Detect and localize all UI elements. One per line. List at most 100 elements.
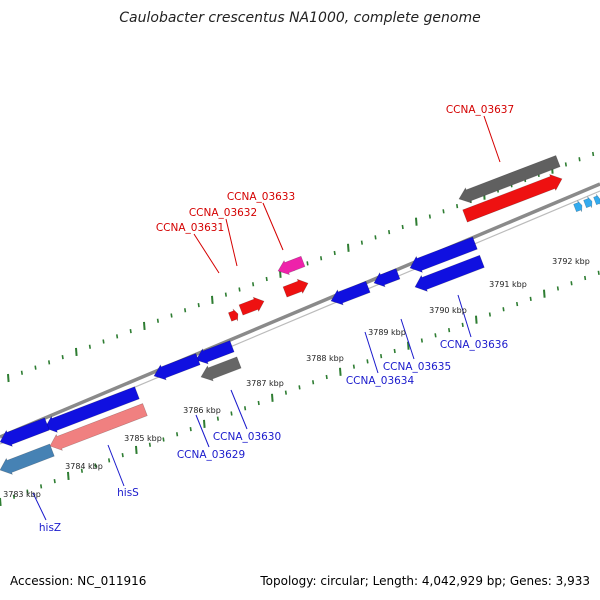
minor-tick bbox=[320, 256, 323, 261]
label-hisz-leader bbox=[32, 492, 47, 521]
scale-label: 3791 kbp bbox=[489, 280, 527, 289]
minor-tick bbox=[189, 426, 192, 432]
major-tick bbox=[407, 341, 410, 350]
gene-ccna-03630-upper bbox=[195, 340, 235, 365]
minor-tick bbox=[12, 494, 15, 499]
gene-ccna-03636 bbox=[414, 254, 485, 292]
label-ccna-03635: CCNA_03635 bbox=[383, 361, 451, 373]
minor-tick bbox=[184, 308, 187, 313]
major-tick bbox=[135, 445, 138, 454]
major-tick bbox=[339, 367, 342, 376]
minor-tick bbox=[170, 313, 173, 318]
minor-tick bbox=[88, 344, 91, 349]
minor-tick bbox=[53, 479, 56, 484]
major-tick bbox=[415, 217, 418, 226]
minor-tick bbox=[393, 348, 396, 354]
scale-label: 3789 kbp bbox=[368, 328, 406, 337]
label-ccna-03637: CCNA_03637 bbox=[446, 104, 514, 116]
minor-tick bbox=[26, 489, 29, 494]
minor-tick bbox=[401, 224, 404, 230]
label-leader-lines bbox=[32, 115, 501, 521]
major-tick bbox=[75, 347, 78, 357]
minor-tick bbox=[502, 307, 505, 312]
minor-tick bbox=[156, 318, 159, 323]
minor-tick bbox=[20, 370, 23, 375]
gene-ccna-03632 bbox=[282, 278, 309, 298]
label-ccna-03635-leader bbox=[400, 318, 415, 360]
minor-tick bbox=[61, 355, 64, 360]
minor-tick bbox=[252, 282, 255, 287]
minor-tick bbox=[428, 214, 431, 219]
minor-tick bbox=[597, 270, 600, 275]
minor-tick bbox=[197, 302, 200, 308]
minor-tick bbox=[584, 275, 587, 281]
major-tick bbox=[347, 243, 350, 252]
gene-gray-block-top bbox=[458, 155, 561, 204]
scale-label: 3785 kbp bbox=[124, 434, 162, 443]
major-tick bbox=[211, 295, 214, 304]
minor-tick bbox=[34, 365, 37, 370]
minor-tick bbox=[388, 230, 391, 235]
label-ccna-03634-leader bbox=[364, 331, 379, 374]
gene-cyan-a bbox=[573, 200, 583, 213]
scale-label: 3792 kbp bbox=[552, 257, 590, 266]
scale-labels: 3783 kbp 3784 kbp 3785 kbp 3786 kbp 3787 kbp… bbox=[3, 257, 590, 499]
major-tick bbox=[203, 419, 206, 428]
label-ccna-03636: CCNA_03636 bbox=[440, 339, 509, 351]
minor-tick bbox=[380, 354, 383, 359]
minor-tick bbox=[102, 339, 105, 344]
gene-ccna-03633 bbox=[277, 255, 306, 276]
minor-tick bbox=[325, 374, 328, 380]
gene-cyan-b bbox=[583, 196, 593, 209]
major-tick bbox=[271, 393, 274, 402]
gene-ccna-03630 bbox=[200, 356, 242, 382]
label-hiss-leader bbox=[107, 444, 125, 487]
minor-tick bbox=[312, 380, 315, 385]
scale-label: 3790 kbp bbox=[429, 306, 467, 315]
minor-tick bbox=[374, 235, 377, 240]
minor-tick bbox=[216, 416, 219, 421]
major-tick bbox=[475, 315, 478, 324]
topology-label: Topology: circular; Length: 4,042,929 bp… bbox=[260, 574, 590, 588]
gene-ccna-03636-upper bbox=[409, 236, 478, 273]
minor-tick bbox=[556, 286, 559, 291]
label-hiss: hisS bbox=[117, 487, 139, 499]
gene-labels: CCNA_03631 CCNA_03632 CCNA_03633 CCNA_03637… bbox=[39, 104, 514, 534]
minor-tick bbox=[461, 322, 464, 328]
minor-tick bbox=[176, 432, 179, 437]
label-ccna-03630-leader bbox=[230, 389, 248, 430]
accession-label: Accession: NC_011916 bbox=[10, 574, 147, 588]
major-tick bbox=[67, 471, 70, 481]
minor-tick bbox=[570, 281, 573, 286]
scale-label: 3783 kbp bbox=[3, 490, 41, 499]
major-tick bbox=[543, 289, 546, 298]
gene-hisz bbox=[0, 443, 55, 475]
gene-hiss bbox=[49, 403, 148, 451]
minor-tick bbox=[108, 458, 111, 463]
minor-tick bbox=[148, 442, 151, 447]
minor-tick bbox=[116, 334, 119, 339]
minor-tick bbox=[488, 312, 491, 317]
minor-tick bbox=[48, 360, 51, 365]
minor-tick bbox=[456, 203, 459, 209]
gene-cyan-c bbox=[593, 193, 600, 206]
minor-tick bbox=[230, 411, 233, 416]
label-ccna-03634: CCNA_03634 bbox=[346, 375, 415, 387]
label-ccna-03631-leader bbox=[193, 233, 220, 274]
minor-tick bbox=[448, 327, 451, 333]
minor-tick bbox=[244, 406, 247, 411]
label-ccna-03632: CCNA_03632 bbox=[189, 207, 257, 219]
minor-tick bbox=[257, 400, 260, 406]
label-ccna-03629-leader bbox=[195, 414, 210, 448]
minor-tick bbox=[564, 162, 567, 167]
minor-tick bbox=[420, 338, 423, 343]
gene-blue-left bbox=[0, 417, 50, 447]
scale-label: 3786 kbp bbox=[183, 406, 221, 415]
gene-features bbox=[0, 155, 600, 475]
major-tick bbox=[143, 321, 146, 330]
label-ccna-03636-leader bbox=[457, 294, 472, 338]
minor-tick bbox=[442, 209, 445, 214]
gene-ccna-03635 bbox=[373, 268, 401, 288]
label-ccna-03633: CCNA_03633 bbox=[227, 191, 295, 203]
